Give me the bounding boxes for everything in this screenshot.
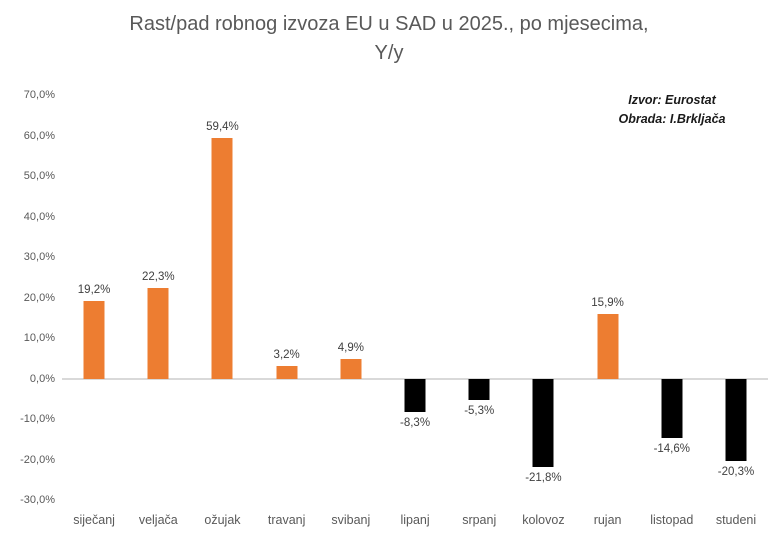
y-axis-label: 70,0% <box>23 89 55 101</box>
y-axis-label: 30,0% <box>23 251 55 263</box>
y-axis-label: 40,0% <box>23 210 55 223</box>
credit-line: Obrada: I.Brkljača <box>618 112 726 127</box>
bar <box>532 378 554 467</box>
bar <box>147 288 169 379</box>
chart-title-line-1: Rast/pad robnog izvoza EU u SAD u 2025.,… <box>129 13 649 35</box>
x-axis-label: siječanj <box>73 513 115 527</box>
bar-value-label: -14,6% <box>653 442 690 455</box>
x-axis-label: studeni <box>715 513 757 527</box>
bar-value-label: 22,3% <box>141 271 175 284</box>
y-axis-label: 0,0% <box>29 372 55 385</box>
y-axis: 70,0% 60,0% 50,0% 40,0% 30,0% 20,0% 10,0% 0,0% -… <box>0 89 55 506</box>
bar <box>276 365 298 379</box>
x-axis-label: kolovoz <box>522 513 565 527</box>
bar <box>597 314 619 379</box>
bar-column: 59,4% ožujak <box>190 95 254 527</box>
chart-title-line-2: Y/y <box>374 42 404 64</box>
bar-column: 4,9% svibanj <box>319 95 383 527</box>
bar-column: -8,3% lipanj <box>383 95 447 527</box>
source-annotation: Izvor: Eurostat Obrada: I.Brkljača <box>596 91 748 130</box>
plot-area: 19,2% siječanj 22,3% veljača 59,4% ožujak 3,2%… <box>62 95 768 527</box>
bar-value-label: -20,3% <box>717 465 755 478</box>
bar-column: -5,3% srpanj <box>447 95 511 527</box>
bar-value-label: 19,2% <box>77 283 111 296</box>
bar-column: 3,2% travanj <box>255 95 319 527</box>
bar-column: 15,9% rujan <box>576 95 640 527</box>
y-axis-label: 60,0% <box>23 129 55 142</box>
y-axis-label: 20,0% <box>23 291 55 304</box>
y-axis-label: -20,0% <box>20 453 55 466</box>
bar <box>468 378 490 400</box>
bar-value-label: -8,3% <box>400 417 431 430</box>
x-axis-label: veljača <box>138 513 178 527</box>
x-axis-label: srpanj <box>462 513 497 527</box>
x-axis-label: ožujak <box>204 513 241 527</box>
bar <box>661 378 683 438</box>
y-axis-label: -10,0% <box>20 413 55 425</box>
x-axis-label: svibanj <box>331 513 371 527</box>
bar <box>340 358 362 379</box>
source-line: Izvor: Eurostat <box>628 93 716 107</box>
bar-value-label: -21,8% <box>525 471 562 484</box>
y-axis-label: -30,0% <box>20 494 55 506</box>
bar <box>211 137 233 379</box>
y-axis-label: 50,0% <box>23 170 55 182</box>
y-axis-label: 10,0% <box>23 332 55 344</box>
x-axis-label: lipanj <box>400 513 430 527</box>
bar <box>725 378 747 461</box>
x-axis-label: listopad <box>650 513 694 527</box>
bar <box>404 378 426 413</box>
bar-column: -14,6% listopad <box>640 95 704 527</box>
bar-value-label: 59,4% <box>206 120 239 133</box>
bar-value-label: 3,2% <box>273 348 300 361</box>
bar-column: 22,3% veljača <box>126 95 190 527</box>
bar <box>83 300 105 379</box>
x-axis-label: rujan <box>593 513 622 527</box>
bar-column: 19,2% siječanj <box>62 95 126 527</box>
bar-column: -20,3% studeni <box>704 95 768 527</box>
bar-value-label: 15,9% <box>591 297 624 310</box>
bar-column: -21,8% kolovoz <box>511 95 575 527</box>
chart-title: Rast/pad robnog izvoza EU u SAD u 2025.,… <box>0 10 778 68</box>
bar-value-label: 4,9% <box>337 341 364 354</box>
bar-value-label: -5,3% <box>464 404 495 417</box>
x-axis-label: travanj <box>267 513 306 527</box>
